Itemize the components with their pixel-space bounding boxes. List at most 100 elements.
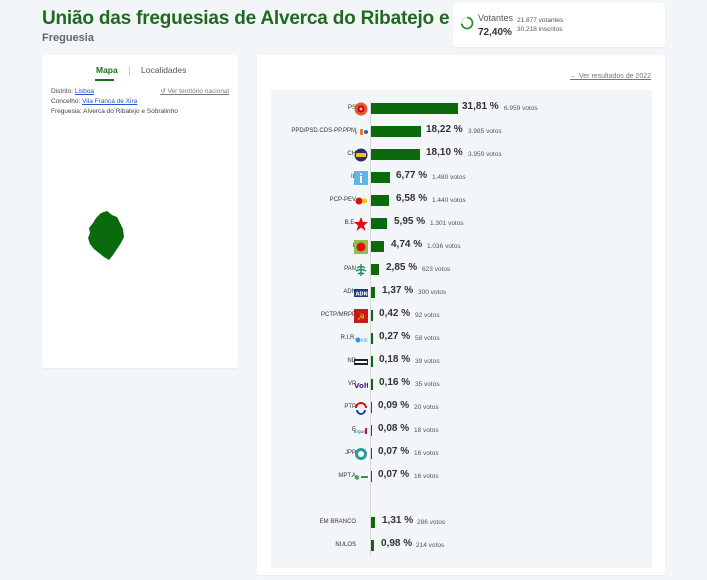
party-percent: 6,58 % — [396, 193, 428, 204]
results-chart: PS 31,81 % 6.959 votos PPD/PSD.CDS-PP.PP… — [271, 90, 652, 568]
party-row-ad[interactable]: PPD/PSD.CDS-PP.PPM ⚡ 18,22 % 3.985 votos — [271, 123, 652, 141]
adn-logo-icon: ADN — [354, 289, 368, 298]
party-percent: 31,81 % — [462, 101, 499, 112]
party-row-pan[interactable]: PAN 2,85 % 623 votos — [271, 261, 652, 279]
ps-logo-icon — [354, 102, 368, 116]
result-bar — [371, 241, 384, 252]
votantes-card: Votantes 72,40% 21.877 votantes 30.218 i… — [453, 3, 665, 47]
row-em-branco[interactable]: EM BRANCO 1,31 % 286 votos — [271, 514, 652, 532]
result-bar — [371, 103, 458, 114]
votantes-percent: 72,40% — [478, 27, 512, 38]
svg-text:✱: ✱ — [354, 474, 360, 482]
result-bar — [371, 126, 421, 137]
party-row-adn[interactable]: ADN ADN 1,37 % 300 votos — [271, 284, 652, 302]
svg-text:⚡: ⚡ — [354, 130, 358, 137]
volt-logo-icon: Volt — [354, 382, 368, 390]
turnout-ring-icon — [460, 16, 474, 30]
party-row-e[interactable]: E Ergue 0,08 % 18 votos — [271, 422, 652, 440]
party-label: PCP-PEV — [329, 197, 356, 203]
be-logo-icon — [354, 217, 368, 231]
page-title: União das freguesias de Alverca do Ribat… — [42, 8, 552, 29]
territory-link[interactable]: ↺ Ver território nacional — [160, 88, 229, 95]
party-percent: 18,22 % — [426, 124, 463, 135]
party-label: IL — [350, 174, 356, 180]
party-row-ps[interactable]: PS 31,81 % 6.959 votos — [271, 100, 652, 118]
result-bar — [371, 356, 373, 367]
tab-mapa[interactable]: Mapa — [96, 65, 118, 75]
tab-localidades[interactable]: Localidades — [141, 65, 187, 75]
freguesia-map-shape[interactable] — [87, 211, 125, 261]
svg-text:RIR: RIR — [361, 338, 368, 343]
party-label: ND — [347, 358, 356, 364]
result-bar — [371, 310, 373, 321]
map-panel: Mapa Localidades Distrito: Lisboa Concel… — [42, 55, 238, 368]
party-votes: 16 votos — [414, 450, 439, 457]
result-bar — [371, 379, 373, 390]
row-percent: 0,98 % — [381, 538, 413, 549]
ergue-te-logo-icon: Ergue — [354, 428, 367, 434]
active-tab-indicator — [95, 79, 114, 81]
party-label: PPD/PSD.CDS-PP.PPM — [291, 128, 356, 134]
party-votes: 16 votos — [414, 473, 439, 480]
result-bar — [371, 264, 379, 275]
party-row-be[interactable]: B.E. 5,95 % 1.301 votos — [271, 215, 652, 233]
inscritos-count: 30.218 inscritos — [517, 26, 563, 33]
result-bar — [371, 287, 375, 298]
result-bar — [371, 540, 374, 551]
svg-text:ADN: ADN — [356, 292, 368, 298]
party-row-nd[interactable]: ND 0,18 % 39 votos — [271, 353, 652, 371]
jpp-logo-icon — [355, 448, 367, 460]
row-nulos[interactable]: NULOS 0,98 % 214 votos — [271, 537, 652, 555]
result-bar — [371, 425, 372, 436]
party-votes: 35 votos — [415, 381, 440, 388]
result-bar — [371, 195, 389, 206]
party-votes: 20 votos — [414, 404, 439, 411]
party-row-vp[interactable]: VP Volt 0,16 % 35 votos — [271, 376, 652, 394]
result-bar — [371, 149, 420, 160]
party-row-il[interactable]: IL 6,77 % 1.480 votos — [271, 169, 652, 187]
party-label: E — [351, 427, 356, 433]
party-votes: 1.440 votos — [432, 197, 466, 204]
previous-results-link[interactable]: ← Ver resultados de 2022 — [570, 73, 651, 80]
party-label: ADN — [343, 289, 356, 295]
distrito-link[interactable]: Lisboa — [74, 88, 94, 95]
svg-text:Ergue: Ergue — [354, 429, 366, 434]
result-bar — [371, 172, 390, 183]
row-percent: 1,31 % — [382, 515, 414, 526]
livre-logo-icon — [354, 240, 368, 254]
mpt-logo-icon: ✱ — [354, 474, 368, 482]
row-votes: 214 votos — [416, 542, 445, 549]
history-icon: ↺ — [160, 88, 166, 95]
il-logo-icon — [354, 171, 368, 185]
chart-axis — [370, 101, 371, 557]
chega-logo-icon — [354, 148, 368, 162]
arrow-left-icon: ← — [570, 73, 578, 80]
party-row-ptp[interactable]: PTP 0,09 % 20 votos — [271, 399, 652, 417]
party-row-jpp[interactable]: JPP 0,07 % 16 votos — [271, 445, 652, 463]
result-bar — [371, 402, 372, 413]
result-bar — [371, 448, 372, 459]
result-bar — [371, 218, 387, 229]
party-row-ch[interactable]: CH 18,10 % 3.959 votos — [271, 146, 652, 164]
party-row-pctp-mrpp[interactable]: PCTP/MRPP ☭ 0,42 % 92 votos — [271, 307, 652, 325]
party-votes: 3.985 votos — [468, 128, 502, 135]
result-bar — [371, 333, 373, 344]
party-row-rir[interactable]: R.I.R. RIR 0,27 % 58 votos — [271, 330, 652, 348]
party-percent: 18,10 % — [426, 147, 463, 158]
party-percent: 0,16 % — [379, 377, 411, 388]
concelho-link[interactable]: Vila Franca de Xira — [82, 98, 138, 105]
party-votes: 300 votos — [418, 289, 447, 296]
votantes-stats: 21.877 votantes 30.218 inscritos — [517, 16, 563, 34]
party-label: PAN — [344, 266, 356, 272]
party-label: VP — [347, 381, 356, 387]
row-label: NULOS — [335, 542, 356, 548]
freguesia-value: Alverca do Ribatejo e Sobralinho — [83, 108, 178, 115]
party-label: MPT.A — [338, 473, 356, 479]
votantes-label: Votantes — [478, 13, 514, 23]
party-votes: 92 votos — [415, 312, 440, 319]
svg-text:Volt: Volt — [354, 382, 368, 390]
party-row-pcp-pev[interactable]: PCP-PEV 6,58 % 1.440 votos — [271, 192, 652, 210]
party-row-livre[interactable]: L 4,74 % 1.036 votos — [271, 238, 652, 256]
party-percent: 0,18 % — [379, 354, 411, 365]
party-row-mpt[interactable]: MPT.A ✱ 0,07 % 16 votos — [271, 468, 652, 486]
